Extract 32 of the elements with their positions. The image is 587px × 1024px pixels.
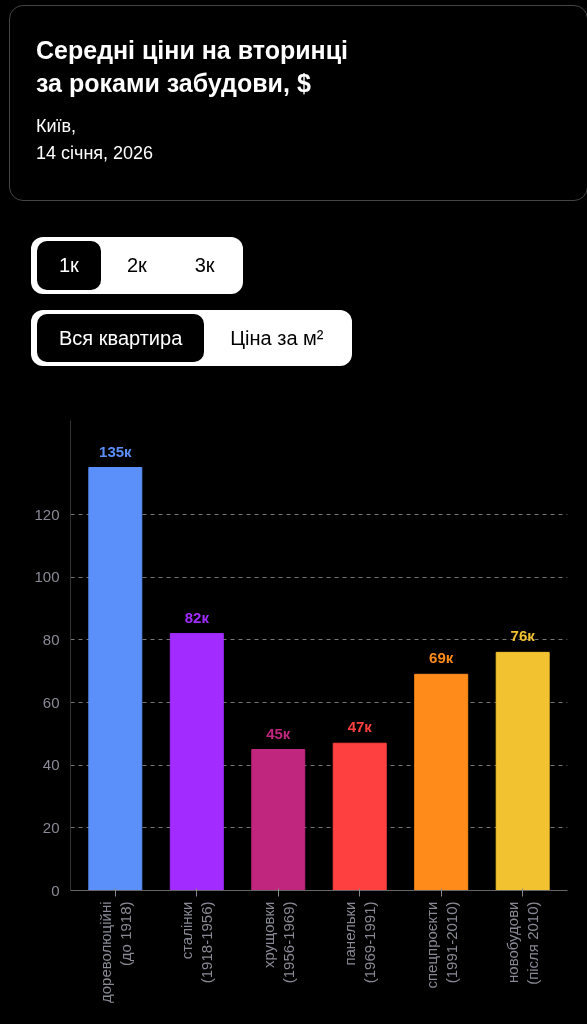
bar: [88, 467, 143, 891]
x-tick-label: новобудови (після 2010): [503, 901, 542, 985]
text: Ціна за м²: [208, 313, 346, 363]
data-label: 135к: [99, 442, 133, 460]
data-label: 76к: [510, 627, 536, 645]
y-tick-label: 80: [42, 630, 60, 648]
data-label: 47к: [347, 718, 373, 736]
y-tick-label: 120: [34, 505, 60, 523]
x-tick-label: спецпроєкти (1991-2010): [422, 901, 460, 989]
bar: [495, 651, 550, 891]
y-tick-label: 100: [34, 568, 60, 586]
x-tick-label: сталінки (1918-1956): [178, 901, 216, 984]
y-tick-label: 0: [51, 881, 60, 899]
text: 3к: [172, 241, 237, 290]
data-label: 69к: [429, 649, 454, 667]
text: Вся квартира: [37, 313, 205, 363]
data-label: 45к: [266, 724, 291, 742]
x-tick-label: хрущовки (1956-1969): [259, 901, 297, 984]
y-tick-label: 20: [42, 818, 60, 836]
bar: [414, 673, 469, 891]
x-tick-label: дореволюційні (до 1918): [96, 901, 135, 1004]
bar: [332, 742, 387, 891]
bar: [251, 749, 306, 891]
chart-title: Середні ціни на вторинці за роками забудови, $: [36, 35, 349, 99]
data-label: 82к: [184, 608, 210, 626]
chart-subtitle: Київ, 14 січня, 2026: [36, 115, 155, 165]
y-tick-label: 60: [42, 693, 60, 711]
x-tick-label: панельки (1969-1991): [341, 901, 379, 984]
y-tick-label: 40: [42, 756, 60, 774]
text: 2к: [104, 241, 169, 290]
bar: [169, 633, 224, 891]
text: 1к: [37, 241, 101, 290]
